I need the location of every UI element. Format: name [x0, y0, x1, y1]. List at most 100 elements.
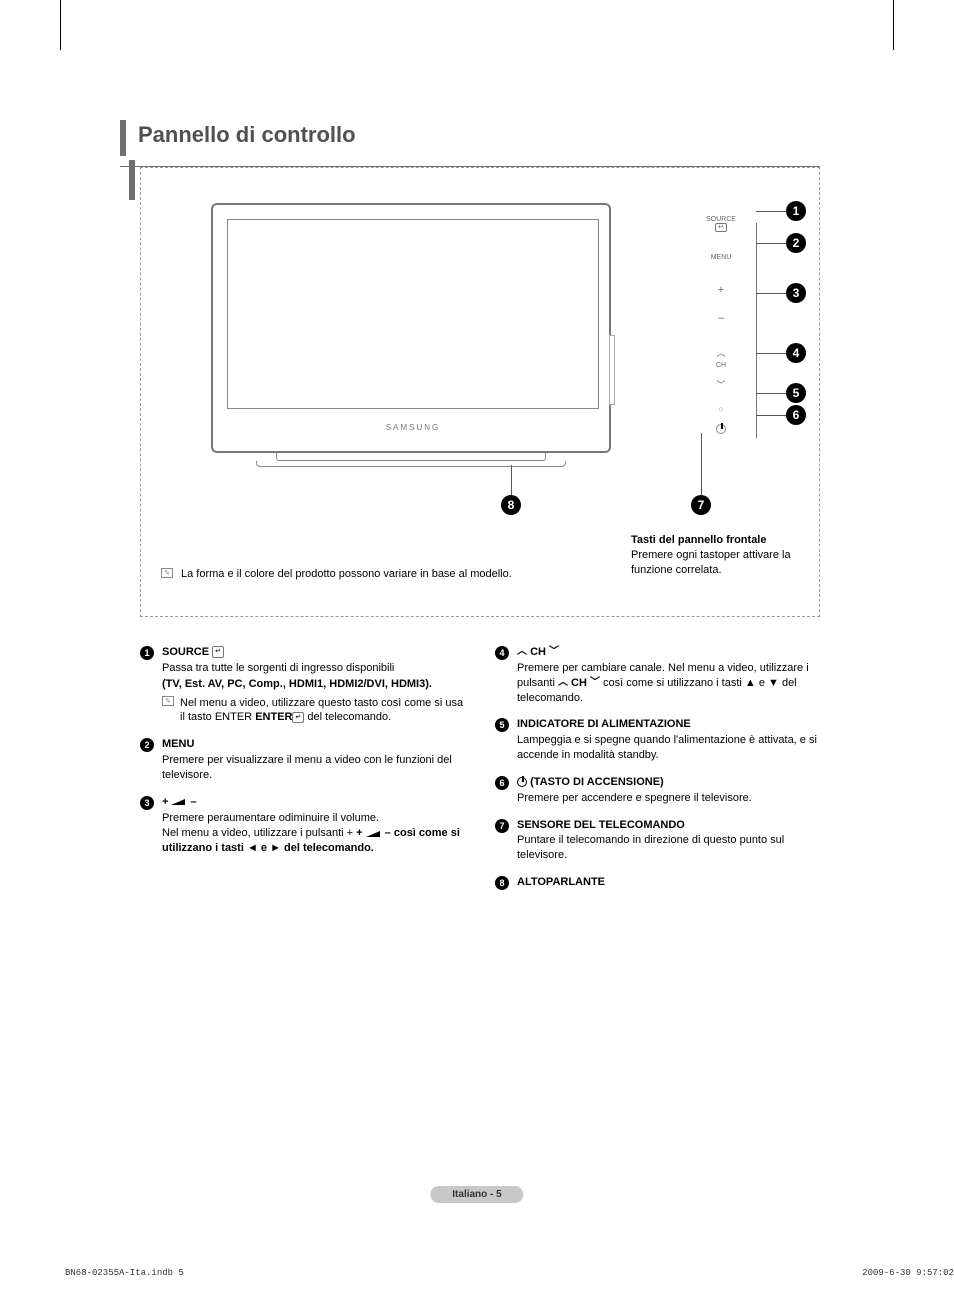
note-box-body: Premere ogni tastoper attivare la funzio…	[631, 548, 811, 578]
page-content: Pannello di controllo SAMSUNG SOURCE↵ ME…	[120, 120, 820, 902]
item-line: Premere peraumentare odiminuire il volum…	[162, 811, 465, 826]
lead-line	[756, 243, 786, 244]
callout-5: 5	[786, 383, 806, 403]
chevron-up-icon: ︿	[558, 676, 568, 690]
item-body: + – Premere peraumentare odiminuire il v…	[162, 795, 465, 856]
subnote-text: Nel menu a video, utilizzare questo tast…	[180, 696, 465, 726]
item-number: 6	[495, 776, 509, 790]
power-icon	[517, 777, 527, 787]
item-title: (TASTO DI ACCENSIONE)	[517, 776, 664, 788]
lead-line	[756, 415, 786, 416]
left-column: 1 SOURCE ↵ Passa tra tutte le sorgenti d…	[140, 645, 465, 902]
enter-icon: ↵	[212, 646, 224, 657]
chevron-down-icon: ﹀	[549, 645, 559, 659]
item-5: 5 INDICATORE DI ALIMENTAZIONE Lampeggia …	[495, 717, 820, 763]
diagram-accent-bar	[129, 160, 135, 200]
tv-stand-base	[256, 461, 566, 467]
right-column: 4 ︿ CH ﹀ Premere per cambiare canale. Ne…	[495, 645, 820, 902]
item-4: 4 ︿ CH ﹀ Premere per cambiare canale. Ne…	[495, 645, 820, 705]
note-icon: ✎	[161, 568, 173, 578]
item-body: SOURCE ↵ Passa tra tutte le sorgenti di …	[162, 645, 465, 725]
item-line: Lampeggia e si spegne quando l'alimentaz…	[517, 733, 820, 763]
label-ch: CH	[691, 362, 751, 369]
item-body: ALTOPARLANTE	[517, 875, 820, 890]
item-line: Premere per visualizzare il menu a video…	[162, 753, 465, 783]
label-ch-up: ︿	[691, 346, 751, 359]
crop-mark	[893, 0, 894, 50]
label-power	[691, 424, 751, 434]
label-plus: +	[691, 284, 751, 296]
item-number: 5	[495, 718, 509, 732]
callout-6: 6	[786, 405, 806, 425]
diagram-notes: ✎ La forma e il colore del prodotto poss…	[161, 568, 801, 580]
item-7: 7 SENSORE DEL TELECOMANDO Puntare il tel…	[495, 818, 820, 864]
lead-line	[756, 293, 786, 294]
title-row: Pannello di controllo	[120, 120, 820, 156]
enter-icon: ↵	[292, 712, 304, 723]
tv-side-slot	[609, 335, 615, 405]
label-ch-dn: ﹀	[691, 378, 751, 391]
volume-icon	[366, 831, 382, 837]
tv-brand-label: SAMSUNG	[213, 423, 613, 432]
lead-line	[701, 433, 702, 495]
label-standby: ○	[691, 404, 751, 414]
footer-filename: BN68-02355A-Ita.indb 5	[65, 1268, 184, 1278]
volume-icon	[171, 799, 187, 805]
crop-mark	[60, 0, 61, 50]
item-line: Premere per accendere e spegnere il tele…	[517, 791, 820, 806]
item-line: Puntare il telecomando in direzione di q…	[517, 833, 820, 863]
lead-line	[511, 465, 512, 495]
item-title: SENSORE DEL TELECOMANDO	[517, 819, 685, 831]
diagram-container: SAMSUNG SOURCE↵ MENU + – ︿ CH ﹀ ○	[140, 167, 820, 617]
callout-2: 2	[786, 233, 806, 253]
item-title: MENU	[162, 738, 194, 750]
item-number: 2	[140, 738, 154, 752]
item-line: Premere per cambiare canale. Nel menu a …	[517, 661, 820, 706]
item-number: 8	[495, 876, 509, 890]
lead-line	[756, 353, 786, 354]
diagram-note-box: Tasti del pannello frontale Premere ogni…	[631, 533, 811, 578]
item-body: INDICATORE DI ALIMENTAZIONE Lampeggia e …	[517, 717, 820, 763]
item-number: 3	[140, 796, 154, 810]
item-title: ALTOPARLANTE	[517, 876, 605, 888]
lead-line	[756, 211, 786, 212]
item-body: ︿ CH ﹀ Premere per cambiare canale. Nel …	[517, 645, 820, 705]
item-subnote: ✎ Nel menu a video, utilizzare questo ta…	[162, 696, 465, 726]
note-icon: ✎	[162, 696, 174, 706]
page-title: Pannello di controllo	[138, 120, 356, 156]
tv-diagram: SAMSUNG SOURCE↵ MENU + – ︿ CH ﹀ ○	[211, 203, 751, 503]
description-columns: 1 SOURCE ↵ Passa tra tutte le sorgenti d…	[140, 645, 820, 902]
chevron-down-icon: ﹀	[590, 676, 600, 690]
item-body: (TASTO DI ACCENSIONE) Premere per accend…	[517, 775, 820, 806]
page-number-pill: Italiano - 5	[430, 1186, 523, 1203]
item-line: Nel menu a video, utilizzare i pulsanti …	[162, 826, 465, 856]
label-minus: –	[691, 312, 751, 324]
callout-8: 8	[501, 495, 521, 515]
item-title: ︿ CH ﹀	[517, 646, 559, 658]
callout-7: 7	[691, 495, 711, 515]
callout-4: 4	[786, 343, 806, 363]
item-body: MENU Premere per visualizzare il menu a …	[162, 737, 465, 783]
label-menu: MENU	[691, 254, 751, 261]
callout-3: 3	[786, 283, 806, 303]
item-title: + –	[162, 796, 197, 808]
item-8: 8 ALTOPARLANTE	[495, 875, 820, 890]
lead-rail	[756, 223, 757, 438]
callout-1: 1	[786, 201, 806, 221]
item-6: 6 (TASTO DI ACCENSIONE) Premere per acce…	[495, 775, 820, 806]
note-box-header: Tasti del pannello frontale	[631, 533, 811, 548]
label-source: SOURCE↵	[691, 216, 751, 232]
enter-icon: ↵	[715, 223, 727, 232]
item-number: 7	[495, 819, 509, 833]
chevron-up-icon: ︿	[517, 645, 527, 659]
item-number: 1	[140, 646, 154, 660]
note-text: La forma e il colore del prodotto posson…	[181, 568, 512, 580]
item-title: INDICATORE DI ALIMENTAZIONE	[517, 718, 691, 730]
lead-line	[756, 393, 786, 394]
item-body: SENSORE DEL TELECOMANDO Puntare il telec…	[517, 818, 820, 864]
tv-stand	[276, 453, 546, 461]
item-1: 1 SOURCE ↵ Passa tra tutte le sorgenti d…	[140, 645, 465, 725]
tv-bezel	[227, 219, 599, 409]
item-3: 3 + – Premere peraumentare odiminuire il…	[140, 795, 465, 856]
footer-timestamp: 2009-6-30 9:57:02	[862, 1268, 954, 1278]
